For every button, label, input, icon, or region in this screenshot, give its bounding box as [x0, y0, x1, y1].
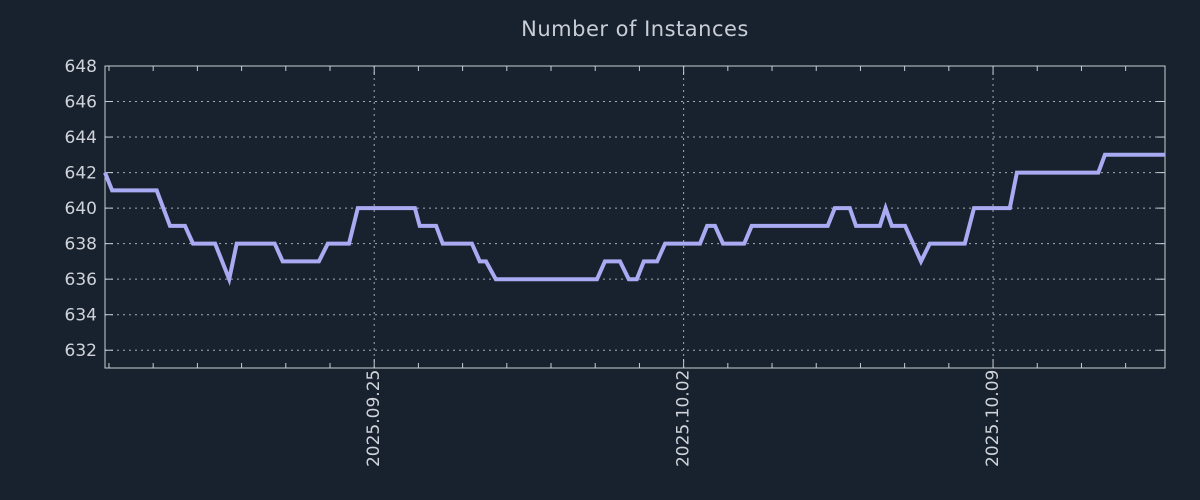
chart-title: Number of Instances	[521, 17, 749, 41]
y-tick-label-646: 646	[65, 93, 97, 113]
y-tick-label-648: 648	[65, 57, 97, 77]
y-tick-label-636: 636	[65, 270, 97, 290]
y-tick-label-634: 634	[65, 306, 97, 326]
y-tick-label-642: 642	[65, 164, 97, 184]
x-tick-label-2025.10.09: 2025.10.09	[983, 370, 1003, 467]
y-tick-label-640: 640	[65, 199, 97, 219]
x-tick-label-2025.09.25: 2025.09.25	[364, 370, 384, 467]
y-tick-label-644: 644	[65, 128, 97, 148]
plot-border	[104, 65, 1166, 369]
x-tick-label-2025.10.02: 2025.10.02	[674, 370, 694, 467]
series-line	[103, 152, 1165, 287]
y-tick-label-632: 632	[65, 341, 97, 361]
y-tick-label-638: 638	[65, 235, 97, 255]
